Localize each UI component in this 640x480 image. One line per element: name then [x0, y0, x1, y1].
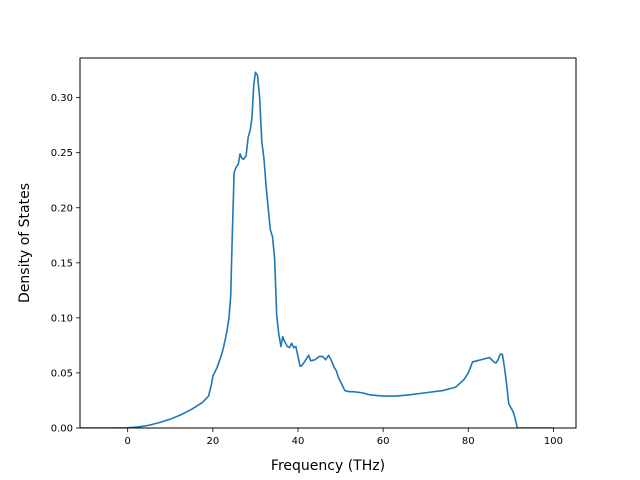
x-tick-label: 60	[377, 436, 390, 447]
y-tick-label: 0.30	[51, 93, 73, 104]
dos-series-line	[80, 71, 554, 428]
y-tick-label: 0.25	[51, 148, 73, 159]
x-tick-label: 40	[292, 436, 305, 447]
axes-frame	[79, 57, 577, 429]
y-tick-label: 0.00	[51, 424, 73, 435]
x-axis-label: Frequency (THz)	[271, 458, 385, 474]
x-tick-label: 20	[206, 436, 219, 447]
x-axis-ticks: 0 20 40 60 80 100	[124, 428, 563, 447]
plot-area	[80, 71, 554, 428]
y-tick-label: 0.20	[51, 203, 73, 214]
y-axis-ticks: 0.00 0.05 0.10 0.15 0.20 0.25 0.30	[51, 93, 80, 435]
x-tick-label: 80	[462, 436, 475, 447]
y-tick-label: 0.15	[51, 258, 73, 269]
y-tick-label: 0.10	[51, 313, 73, 324]
y-axis-label: Density of States	[17, 183, 33, 303]
y-tick-label: 0.05	[51, 368, 73, 379]
x-tick-label: 100	[544, 436, 563, 447]
x-tick-label: 0	[124, 436, 130, 447]
